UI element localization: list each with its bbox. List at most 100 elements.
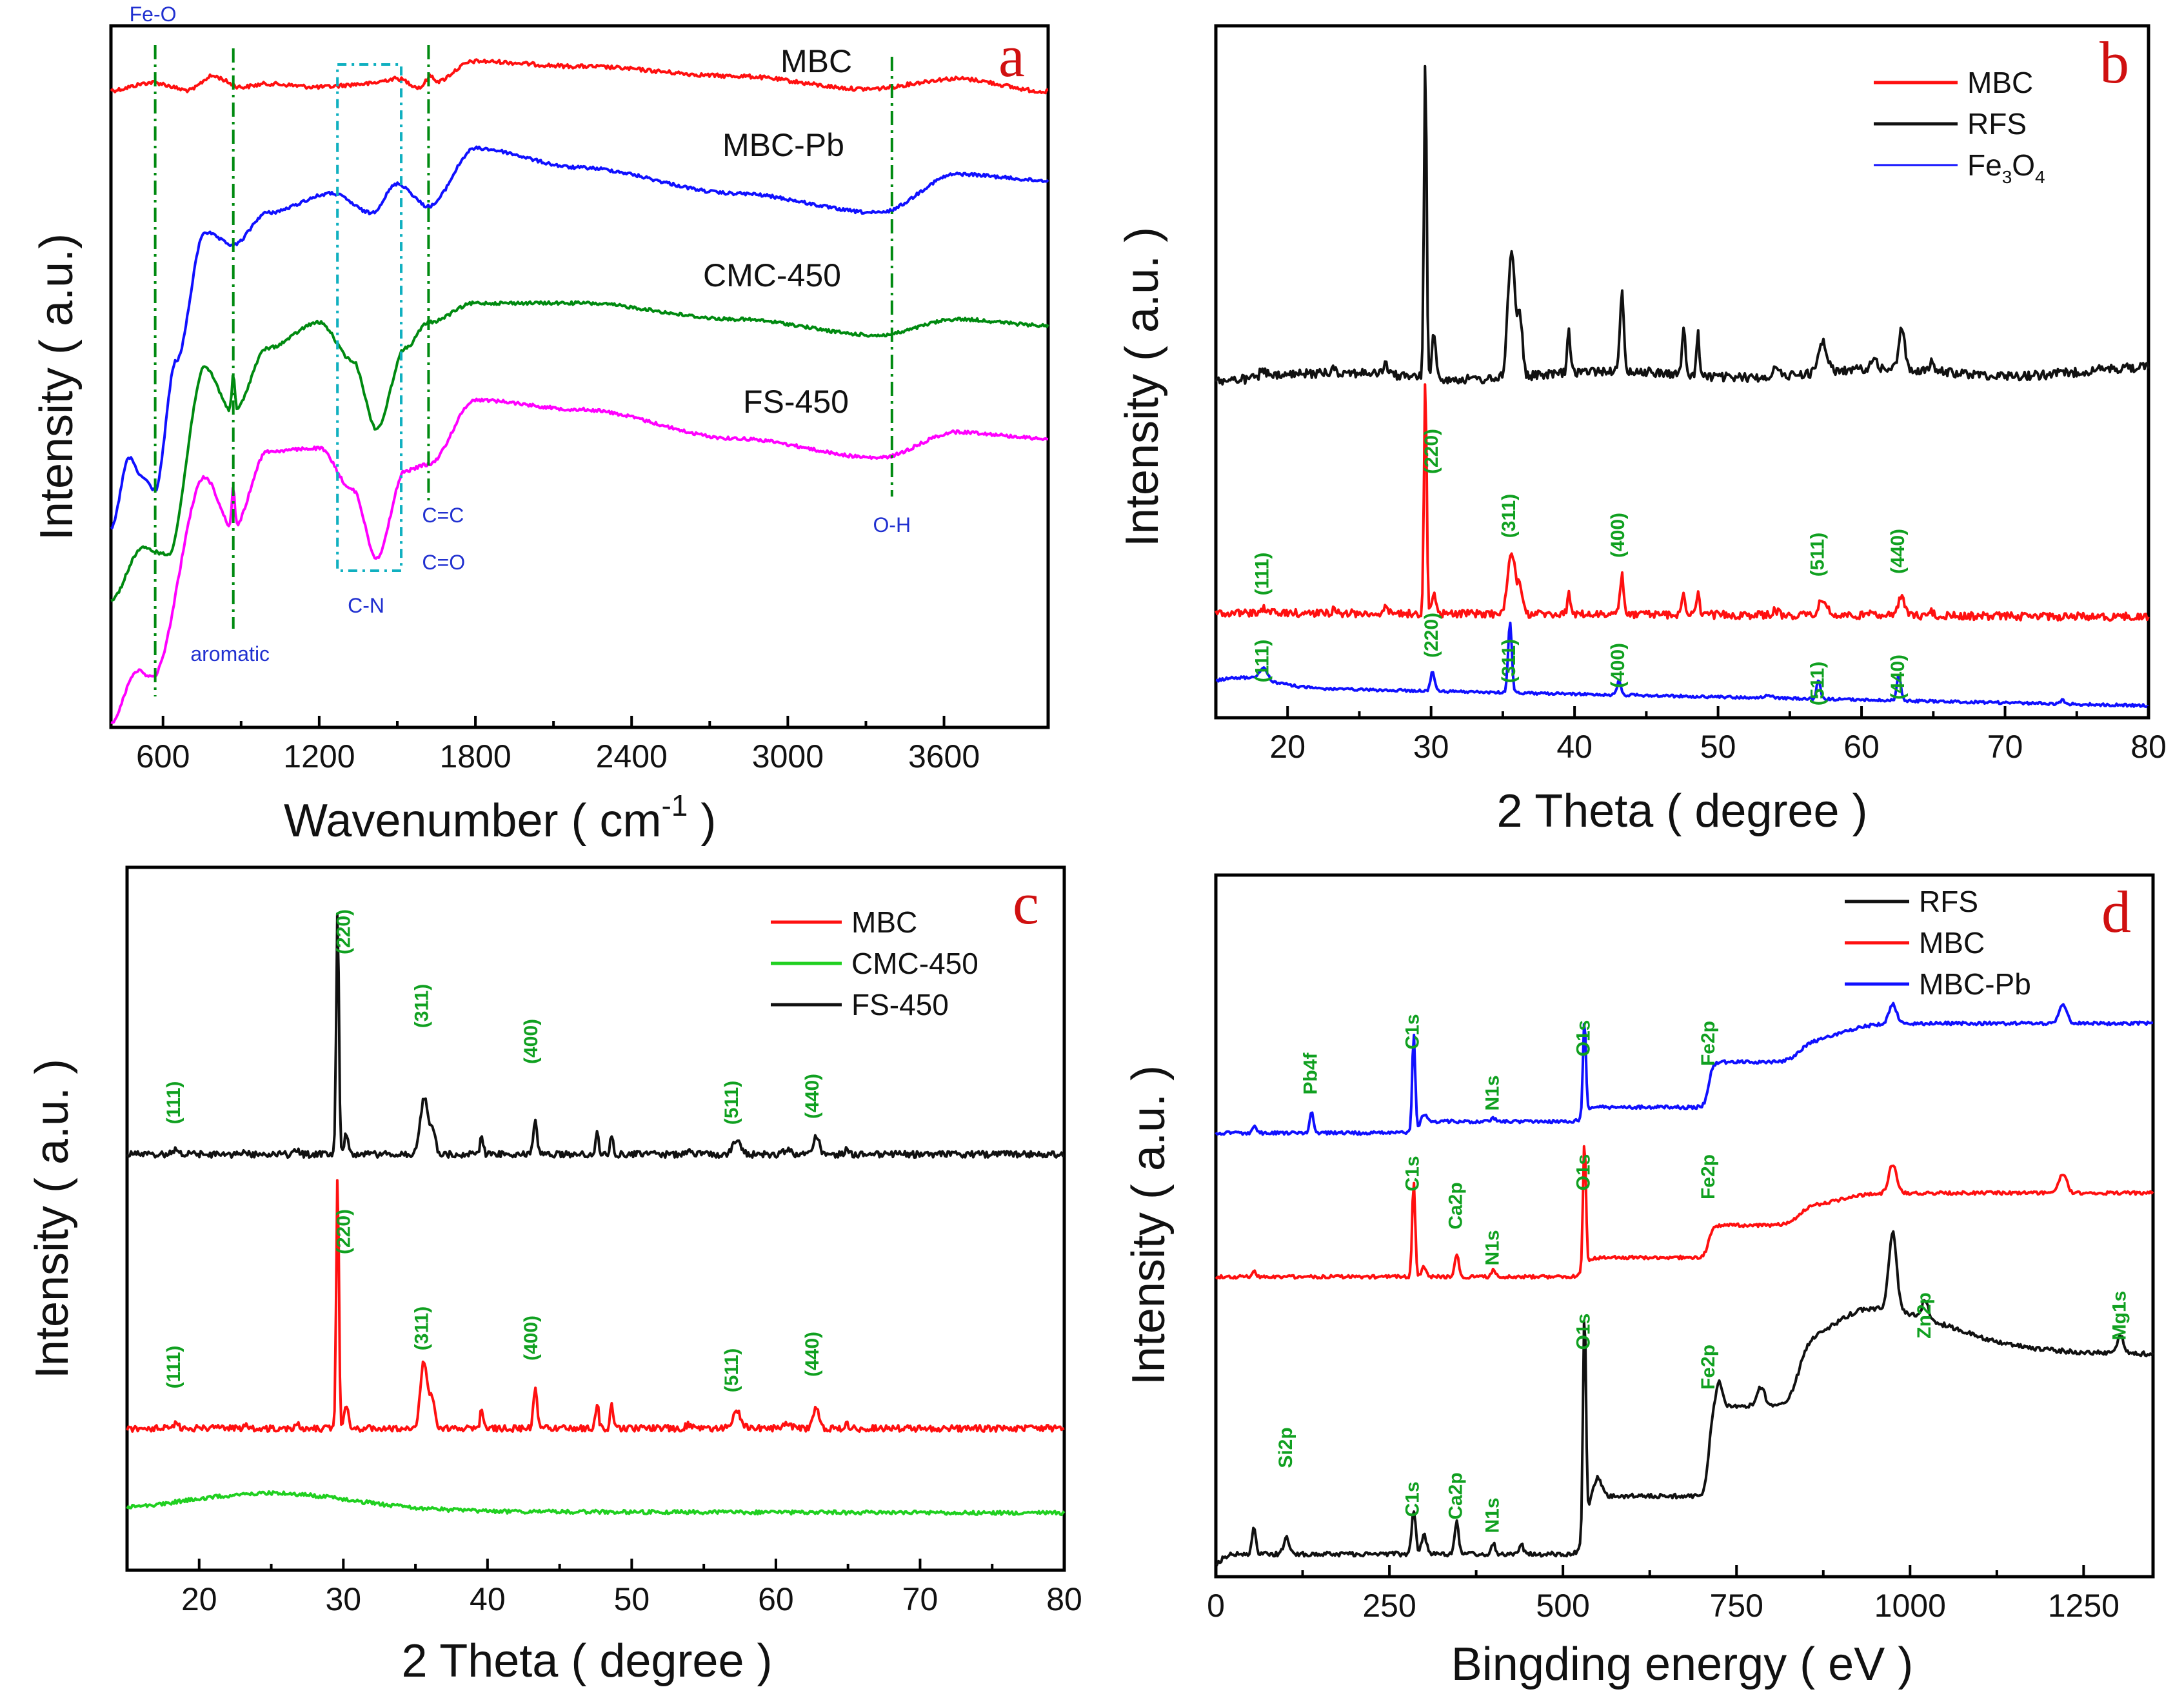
series-label-cmc-450: CMC-450 xyxy=(703,257,841,293)
x-tick-label: 60 xyxy=(758,1581,794,1617)
peak-label: (111) xyxy=(1251,640,1273,683)
x-tick-label: 0 xyxy=(1207,1588,1225,1624)
peak-label: Pb4f xyxy=(1300,1052,1322,1094)
band-label: aromatic xyxy=(190,642,270,665)
x-tick-label: 50 xyxy=(614,1581,650,1617)
peak-label: (511) xyxy=(1807,533,1828,577)
panel-a-curves xyxy=(110,58,1049,724)
x-tick-label: 20 xyxy=(181,1581,217,1617)
curve-fe3o4 xyxy=(1215,622,2149,708)
legend-label-mbc: MBC xyxy=(1919,926,1985,960)
peak-label: (440) xyxy=(1887,529,1909,574)
panel-d: Pb4f C1s N1s O1s Fe2p C1s Ca2p N1s O1s Fe2p Si2p C1… xyxy=(1123,873,2155,1690)
legend-label-mbc: MBC xyxy=(1967,66,2033,99)
band-label: C=C xyxy=(422,504,464,527)
panel-b-peak-labels: (111) (220) (311) (400) (511) (440) (111) (220)… xyxy=(1251,429,1909,705)
curve-cmc-450 xyxy=(126,1490,1066,1517)
band-label: C-N xyxy=(348,594,384,617)
panel-c-y-label: Intensity ( a.u. ) xyxy=(26,1059,78,1379)
legend-label-rfs: RFS xyxy=(1967,107,2027,141)
peak-label: (111) xyxy=(163,1081,184,1125)
peak-label: O1s xyxy=(1573,1314,1594,1350)
peak-label: (311) xyxy=(411,984,432,1028)
panel-a-frame xyxy=(109,24,1050,729)
peak-label: Ca2p xyxy=(1445,1472,1466,1519)
peak-label: Si2p xyxy=(1275,1427,1296,1468)
peak-label: (311) xyxy=(1498,494,1520,538)
panel-d-curves xyxy=(1215,1001,2154,1568)
x-tick-label: 500 xyxy=(1536,1588,1589,1624)
peak-label: (400) xyxy=(521,1019,542,1064)
panel-b-x-label: 2 Theta ( degree ) xyxy=(1496,785,1867,837)
panel-c-legend: MBC CMC-450 FS-450 xyxy=(771,905,978,1021)
peak-label: O1s xyxy=(1573,1154,1594,1191)
series-label-mbc: MBC xyxy=(780,43,852,79)
peak-label: Fe2p xyxy=(1698,1021,1719,1066)
panel-a-bands: Fe-O aromatic C-N C=C C=O O-H xyxy=(130,3,911,696)
panel-c: (111) (220) (311) (400) (511) (440) (111) (220)… xyxy=(26,865,1082,1687)
x-tick-label: 20 xyxy=(1269,729,1305,765)
band-box-c-n xyxy=(336,63,403,572)
x-tick-label: 1800 xyxy=(439,738,511,774)
x-tick-label: 3600 xyxy=(908,738,980,774)
peak-label: Fe2p xyxy=(1698,1345,1719,1390)
curve-mbc xyxy=(1215,1145,2154,1280)
legend-label-fs-450: FS-450 xyxy=(851,988,949,1021)
panel-b-x-ticks: 20 30 40 50 60 70 80 xyxy=(1269,706,2167,765)
peak-label: (440) xyxy=(1887,655,1909,700)
peak-label: Zn2p xyxy=(1914,1292,1935,1339)
curve-mbc xyxy=(110,58,1049,95)
panel-b-frame xyxy=(1214,24,2150,720)
panel-d-y-label: Intensity ( a.u. ) xyxy=(1123,1065,1175,1385)
band-label: Fe-O xyxy=(130,3,177,26)
x-tick-label: 60 xyxy=(1843,729,1880,765)
legend-label-mbc: MBC xyxy=(851,905,917,939)
peak-label: Ca2p xyxy=(1445,1182,1466,1229)
panel-b: (111) (220) (311) (400) (511) (440) (111) (220)… xyxy=(1117,24,2167,837)
peak-label: (511) xyxy=(721,1348,742,1392)
panel-b-legend: MBC RFS Fe3O4 xyxy=(1874,66,2045,187)
peak-label: (111) xyxy=(1251,553,1273,596)
peak-label: (400) xyxy=(1607,643,1629,688)
panel-a-x-ticks: 600 1200 1800 2400 3000 3600 xyxy=(136,716,980,774)
panel-d-frame xyxy=(1214,873,2155,1579)
panel-a-x-label: Wavenumber ( cm-1 ) xyxy=(284,789,716,847)
x-tick-label: 1000 xyxy=(1874,1588,1946,1624)
peak-label: (511) xyxy=(1807,662,1828,705)
peak-label: N1s xyxy=(1482,1075,1504,1110)
x-tick-label: 30 xyxy=(1413,729,1449,765)
series-label-fs-450: FS-450 xyxy=(743,384,849,420)
band-label: O-H xyxy=(873,513,911,537)
panel-c-x-label: 2 Theta ( degree ) xyxy=(401,1635,772,1687)
x-tick-label: 3000 xyxy=(752,738,824,774)
x-tick-label: 600 xyxy=(136,738,190,774)
peak-label: (311) xyxy=(411,1306,432,1350)
peak-label: C1s xyxy=(1402,1156,1424,1191)
curve-rfs xyxy=(1215,64,2150,386)
panel-a: Fe-O aromatic C-N C=C C=O O-H 600 1200 1800 2400… xyxy=(31,3,1050,847)
panel-a-y-label: Intensity ( a.u.) xyxy=(31,233,83,540)
x-tick-label: 80 xyxy=(2130,729,2167,765)
peak-label: Mg1s xyxy=(2109,1291,2130,1341)
panel-c-x-ticks: 20 30 40 50 60 70 80 xyxy=(181,1559,1082,1617)
panel-d-x-ticks: 0 250 500 750 1000 1250 xyxy=(1207,1565,2119,1624)
peak-label: (111) xyxy=(163,1346,184,1389)
panel-c-peak-labels: (111) (220) (311) (400) (511) (440) (111) (220)… xyxy=(163,909,823,1392)
curve-fs-450 xyxy=(126,912,1065,1159)
band-label: C=O xyxy=(422,551,465,574)
peak-label: (220) xyxy=(333,909,355,954)
panel-d-peak-labels: Pb4f C1s N1s O1s Fe2p C1s Ca2p N1s O1s Fe2p Si2p C1… xyxy=(1275,1014,2130,1533)
peak-label: O1s xyxy=(1573,1020,1594,1057)
curve-fs-450 xyxy=(110,397,1049,724)
peak-label: (400) xyxy=(521,1316,542,1361)
peak-label: C1s xyxy=(1402,1014,1424,1049)
panel-d-legend: RFS MBC MBC-Pb xyxy=(1845,885,2031,1001)
x-tick-label: 2400 xyxy=(596,738,668,774)
peak-label: (220) xyxy=(333,1209,355,1254)
peak-label: (220) xyxy=(1421,429,1442,474)
peak-label: (400) xyxy=(1607,513,1629,558)
x-tick-label: 30 xyxy=(325,1581,361,1617)
panel-b-curves xyxy=(1215,64,2150,708)
peak-label: C1s xyxy=(1402,1481,1424,1517)
